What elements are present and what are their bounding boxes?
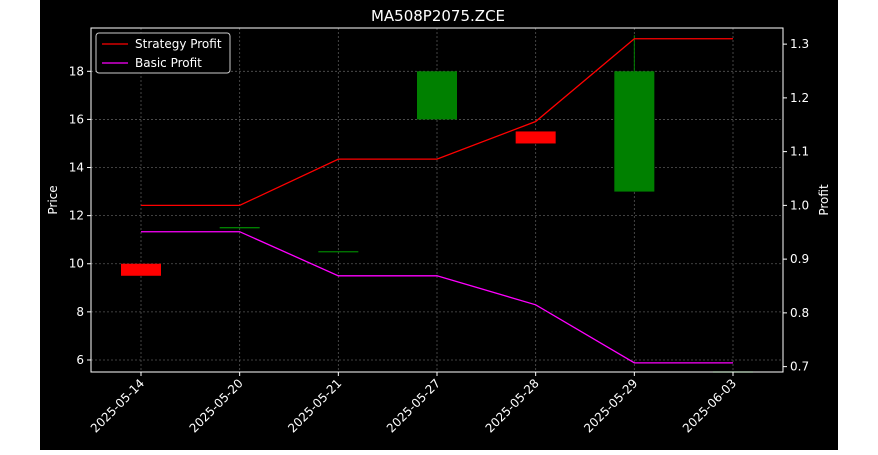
x-tick-label: 2025-06-03 [680, 376, 739, 435]
y-tick-label-right: 0.7 [790, 360, 809, 374]
x-tick-label: 2025-05-20 [187, 376, 246, 435]
series-line-strategy-profit [141, 38, 733, 207]
x-tick-label: 2025-05-27 [384, 376, 443, 435]
y-tick-label-right: 0.8 [790, 306, 809, 320]
y-tick-label-right: 0.9 [790, 252, 809, 266]
y-tick-label-left: 14 [69, 161, 84, 175]
y-tick-label-left: 10 [69, 257, 84, 271]
legend: Strategy Profit Basic Profit [95, 32, 231, 74]
y-tick-label-left: 6 [76, 353, 84, 367]
x-tick-label: 2025-05-21 [285, 376, 344, 435]
y-tick-label-right: 1.3 [790, 37, 809, 51]
y-tick-label-left: 12 [69, 209, 84, 223]
y-tick-label-left: 16 [69, 112, 84, 126]
candle-layer [121, 35, 753, 373]
x-tick-label: 2025-05-29 [581, 376, 640, 435]
legend-box [95, 32, 231, 74]
candle-body [417, 71, 457, 120]
y-axis-label-right: Profit [817, 184, 831, 216]
legend-label-basic-profit: Basic Profit [135, 56, 202, 70]
candle-body [614, 71, 655, 192]
chart-figure: MA508P2075.ZCE 2025-05-14 2025-05-20 2025-… [40, 0, 838, 450]
y-tick-label-right: 1.1 [790, 145, 809, 159]
series-line-basic-profit [141, 231, 733, 364]
y-tick-label-left: 18 [69, 64, 84, 78]
x-tick-label: 2025-05-14 [88, 376, 147, 435]
y-tick-label-left: 8 [76, 305, 84, 319]
line-layer [141, 38, 733, 364]
chart-svg: MA508P2075.ZCE 2025-05-14 2025-05-20 2025-… [46, 7, 831, 435]
y-axis-label-left: Price [46, 185, 60, 214]
y-tick-label-right: 1.0 [790, 198, 809, 212]
chart-title: MA508P2075.ZCE [371, 7, 505, 25]
candle-body [515, 131, 556, 144]
y-tick-label-right: 1.2 [790, 91, 809, 105]
candle-body [121, 263, 161, 276]
legend-label-strategy-profit: Strategy Profit [135, 37, 222, 51]
x-tick-label: 2025-05-28 [483, 376, 542, 435]
